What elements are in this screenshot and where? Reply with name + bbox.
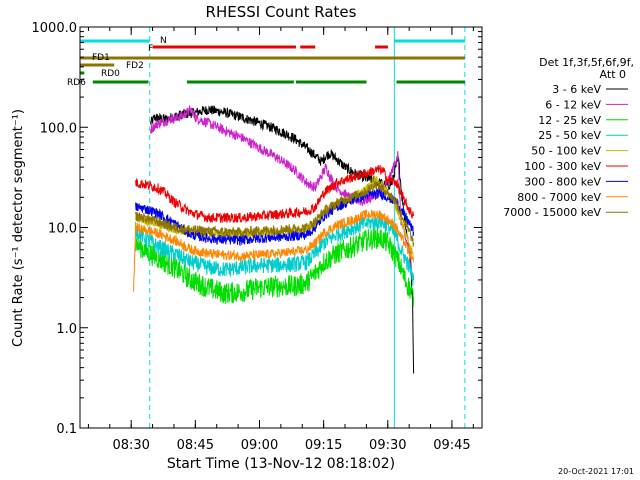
x-axis-label: Start Time (13-Nov-12 08:18:02) bbox=[167, 456, 395, 472]
y-tick-label-3: 10.0 bbox=[48, 222, 77, 237]
y-tick-label-2: 1.0 bbox=[56, 322, 77, 337]
legend-label-9: 7000 - 15000 keV bbox=[503, 206, 601, 219]
legend-label-8: 800 - 7000 keV bbox=[517, 191, 601, 204]
x-tick-label-5: 09:30 bbox=[369, 438, 406, 453]
legend-label-6: 100 - 300 keV bbox=[524, 160, 601, 173]
legend-header-line-1: Det 1f,3f,5f,6f,9f, bbox=[539, 56, 634, 69]
y-axis-label: Count Rate (s⁻¹ detector segment⁻¹) bbox=[11, 109, 26, 347]
legend-label-5: 50 - 100 keV bbox=[531, 145, 601, 158]
footer-timestamp: 20-Oct-2021 17:01 bbox=[558, 467, 634, 476]
series-line-8 bbox=[133, 209, 415, 292]
x-tick-label-4: 09:15 bbox=[305, 438, 342, 453]
state-bar-label-fd1: FD1 bbox=[92, 53, 110, 63]
state-bar-label-fd2: FD2 bbox=[126, 61, 144, 71]
series-line-3 bbox=[135, 226, 415, 308]
series-line-4 bbox=[135, 213, 415, 286]
x-tick-label-1: 08:30 bbox=[112, 438, 149, 453]
legend-label-2: 6 - 12 keV bbox=[545, 98, 601, 111]
legend-label-3: 12 - 25 keV bbox=[538, 114, 601, 127]
state-bar-label-rd0: RD0 bbox=[101, 69, 120, 79]
state-bar-label-rd6: RD6 bbox=[67, 78, 86, 88]
chart-title: RHESSI Count Rates bbox=[206, 3, 357, 21]
x-tick-label-6: 09:45 bbox=[433, 438, 470, 453]
legend-label-1: 3 - 6 keV bbox=[552, 83, 601, 96]
x-tick-label-2: 08:45 bbox=[177, 438, 214, 453]
state-bar-label-f: F bbox=[148, 44, 153, 54]
state-bar-label-n: N bbox=[160, 36, 167, 46]
series-line-2 bbox=[150, 104, 415, 280]
series-line-9 bbox=[135, 180, 415, 247]
series-line-6 bbox=[135, 164, 415, 224]
legend: Det 1f,3f,5f,6f,9f,Att 0 3 - 6 keV 6 - 12 … bbox=[503, 56, 634, 219]
y-tick-label-4: 100.0 bbox=[40, 121, 77, 136]
y-tick-label-1: 0.1 bbox=[56, 422, 77, 437]
y-tick-label-5: 1000.0 bbox=[32, 21, 78, 36]
legend-label-4: 25 - 50 keV bbox=[538, 129, 601, 142]
legend-header-line-2: Att 0 bbox=[600, 68, 626, 81]
x-tick-label-3: 09:00 bbox=[241, 438, 278, 453]
legend-label-7: 300 - 800 keV bbox=[524, 175, 601, 188]
